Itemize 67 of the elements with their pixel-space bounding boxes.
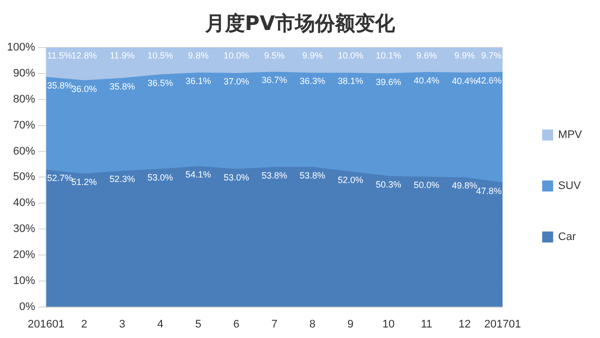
data-label: 12.8% (71, 50, 97, 61)
data-label: 36.3% (300, 76, 326, 86)
y-tick-label: 100% (6, 42, 36, 54)
y-tick-label: 90% (13, 68, 36, 80)
chart-title: 月度PV市场份额变化 (204, 10, 396, 37)
data-label: 9.5% (264, 50, 285, 61)
data-label: 52.0% (338, 175, 364, 185)
data-label: 38.1% (338, 76, 364, 86)
data-label: 49.8% (452, 180, 478, 191)
data-label: 53.0% (224, 172, 250, 182)
data-label: 10.0% (338, 50, 364, 60)
x-tick-label: 10 (382, 318, 395, 330)
y-tick-label: 50% (13, 171, 36, 184)
data-label: 11.9% (110, 50, 135, 61)
x-tick-label: 3 (119, 318, 126, 330)
data-label: 10.0% (224, 50, 250, 61)
data-label: 52.7% (47, 173, 73, 184)
y-tick-label: 0% (19, 300, 36, 313)
x-tick-label: 4 (157, 318, 164, 330)
data-label: 37.0% (224, 76, 250, 87)
data-label: 50.3% (376, 179, 402, 190)
data-label: 36.5% (148, 78, 174, 88)
data-label: 9.9% (302, 50, 323, 61)
data-label: 9.7% (481, 50, 502, 60)
y-tick-label: 10% (13, 274, 36, 287)
y-tick-label: 60% (13, 145, 36, 158)
data-label: 47.8% (476, 186, 502, 196)
data-label: 10.5% (148, 50, 174, 61)
data-label: 52.3% (109, 174, 135, 184)
data-label: 53.8% (262, 170, 288, 180)
y-tick-label: 20% (13, 248, 36, 261)
data-label: 50.0% (414, 180, 440, 190)
x-tick-label: 12 (458, 318, 471, 330)
data-label: 54.1% (186, 170, 212, 180)
data-label: 51.2% (71, 177, 97, 188)
y-tick-label: 40% (13, 197, 36, 210)
data-label: 9.8% (188, 50, 209, 61)
x-tick-label: 11 (420, 318, 432, 330)
y-tick-label: 70% (13, 119, 36, 132)
data-label: 36.0% (71, 84, 97, 94)
data-label: 35.8% (109, 81, 135, 92)
x-tick-label: 9 (347, 318, 354, 330)
legend-label: SUV (558, 180, 582, 192)
data-label: 11.5% (47, 50, 72, 61)
legend-label: Car (558, 231, 576, 244)
x-tick-label: 5 (195, 318, 202, 330)
data-label: 36.1% (186, 76, 212, 86)
data-label: 42.6% (476, 75, 502, 86)
data-label: 53.8% (300, 170, 326, 180)
y-tick-label: 30% (13, 223, 36, 236)
data-label: 9.9% (454, 50, 475, 60)
data-label: 36.7% (262, 75, 288, 86)
data-label: 40.4% (414, 75, 440, 86)
data-label: 10.1% (376, 50, 402, 61)
x-tick-label: 2 (81, 318, 88, 330)
legend-label: MPV (558, 129, 583, 142)
data-label: 40.4% (452, 76, 478, 86)
data-label: 53.0% (148, 172, 174, 182)
x-tick-label: 201701 (484, 318, 522, 330)
data-label: 9.6% (416, 50, 437, 61)
x-tick-label: 7 (271, 318, 278, 330)
data-label: 35.8% (47, 80, 73, 90)
y-tick-label: 80% (13, 93, 36, 106)
x-tick-label: 8 (309, 318, 316, 330)
x-tick-label: 201601 (28, 318, 64, 330)
x-tick-label: 6 (233, 318, 240, 330)
data-label: 39.6% (376, 76, 402, 87)
